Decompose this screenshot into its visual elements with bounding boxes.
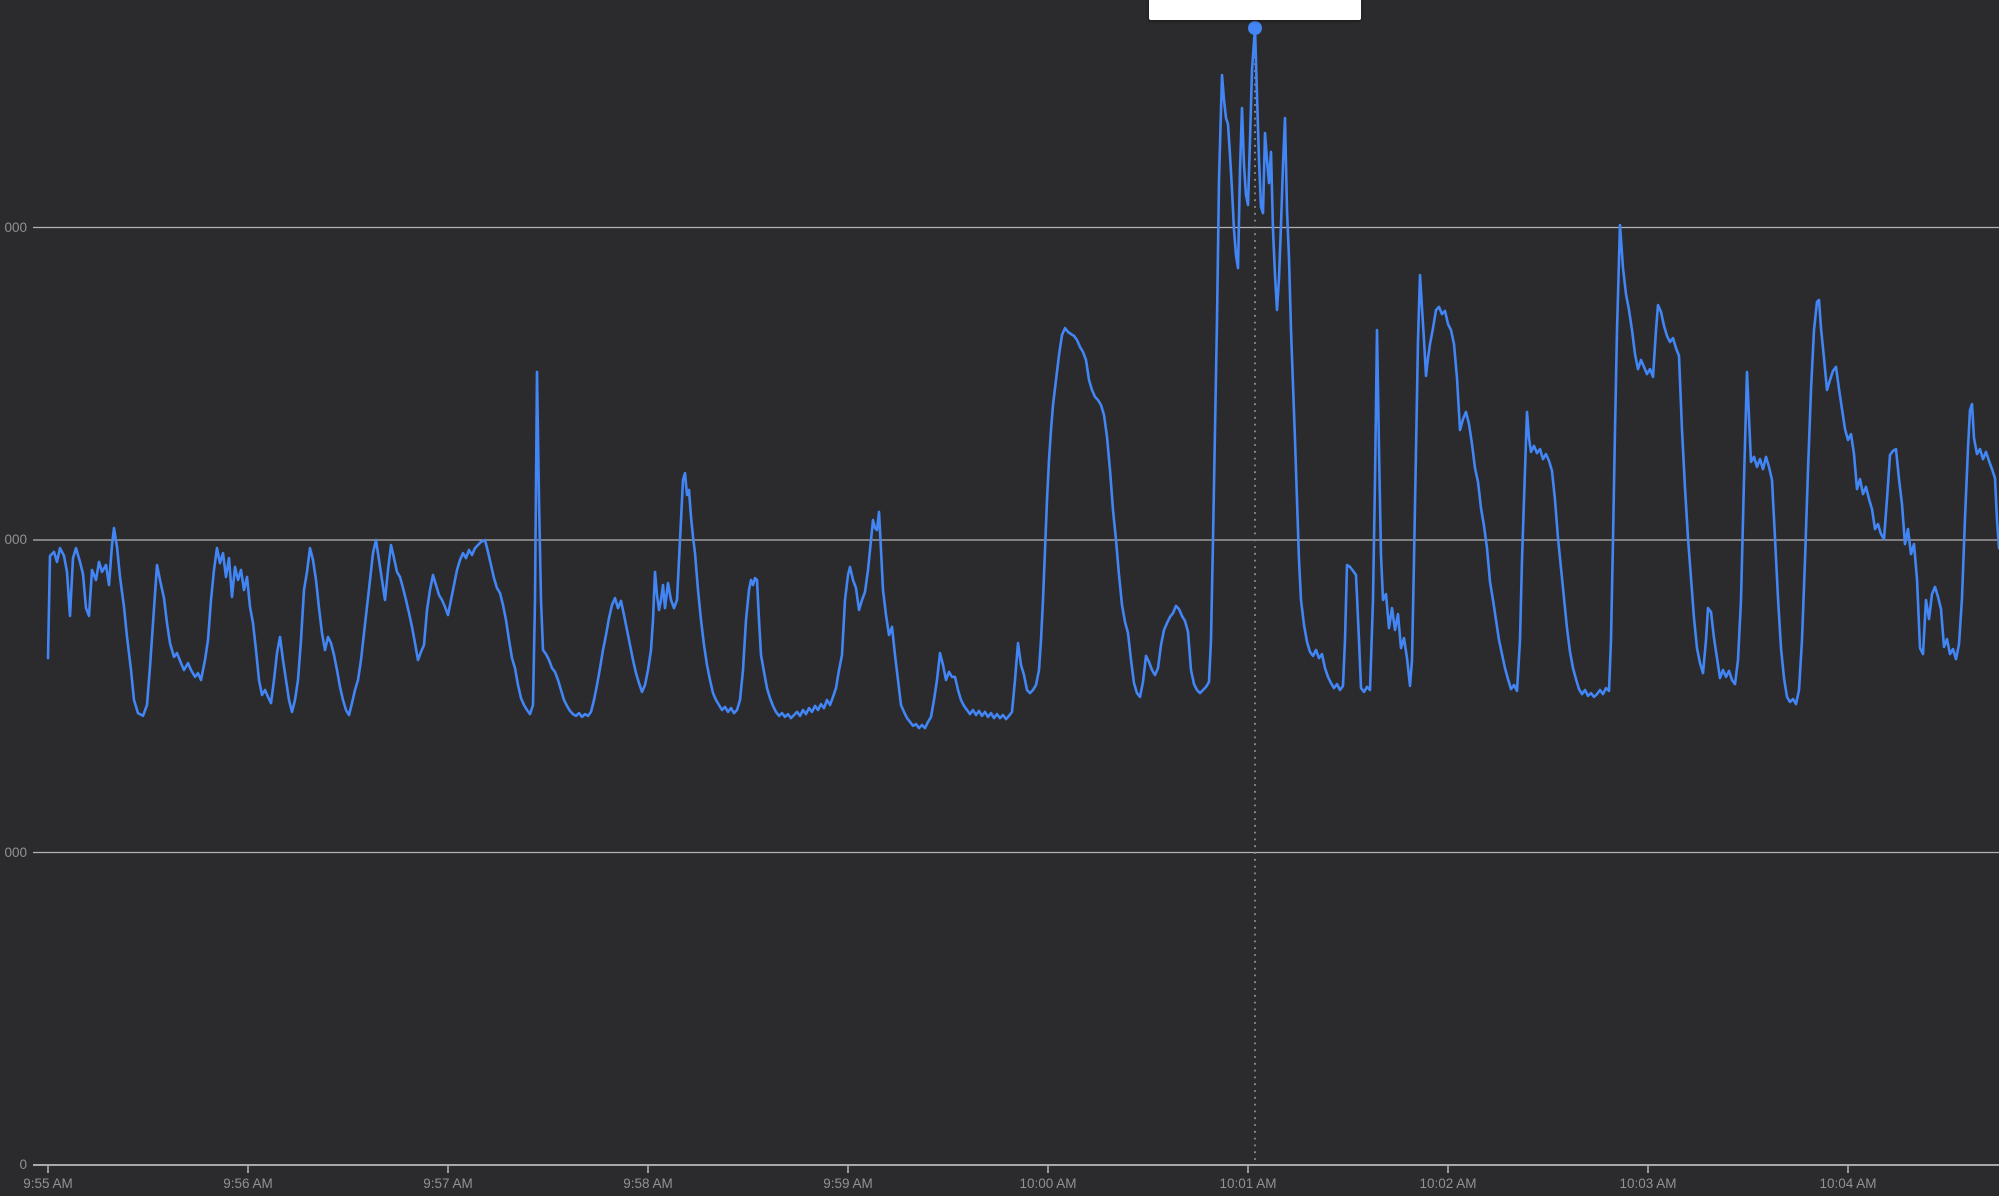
- y-tick-label: 000: [4, 844, 27, 860]
- gridlines: [33, 226, 1999, 854]
- x-tick-label: 9:57 AM: [423, 1176, 473, 1191]
- x-tick-label: 9:56 AM: [223, 1176, 273, 1191]
- y-tick-label: 0: [19, 1157, 27, 1172]
- x-tick-label: 10:01 AM: [1219, 1176, 1277, 1191]
- x-tick-label: 10:04 AM: [1819, 1176, 1877, 1191]
- y-tick-label: 000: [4, 532, 27, 547]
- selected-point-marker-layer: [1248, 21, 1262, 36]
- series-line-layer: [46, 26, 1999, 730]
- selected-point-marker: [1248, 21, 1262, 36]
- x-axis: [33, 1164, 1999, 1173]
- x-tick-label: 9:58 AM: [623, 1176, 673, 1191]
- tooltip: [1149, 0, 1361, 20]
- x-tick-label: 10:03 AM: [1619, 1176, 1677, 1191]
- x-tick-label: 9:59 AM: [823, 1176, 873, 1191]
- series-line: [46, 26, 1999, 730]
- y-tick-label: 000: [4, 219, 27, 235]
- x-tick-label: 9:55 AM: [23, 1176, 73, 1191]
- x-tick-label: 10:00 AM: [1019, 1176, 1077, 1191]
- x-tick-label: 10:02 AM: [1419, 1176, 1477, 1191]
